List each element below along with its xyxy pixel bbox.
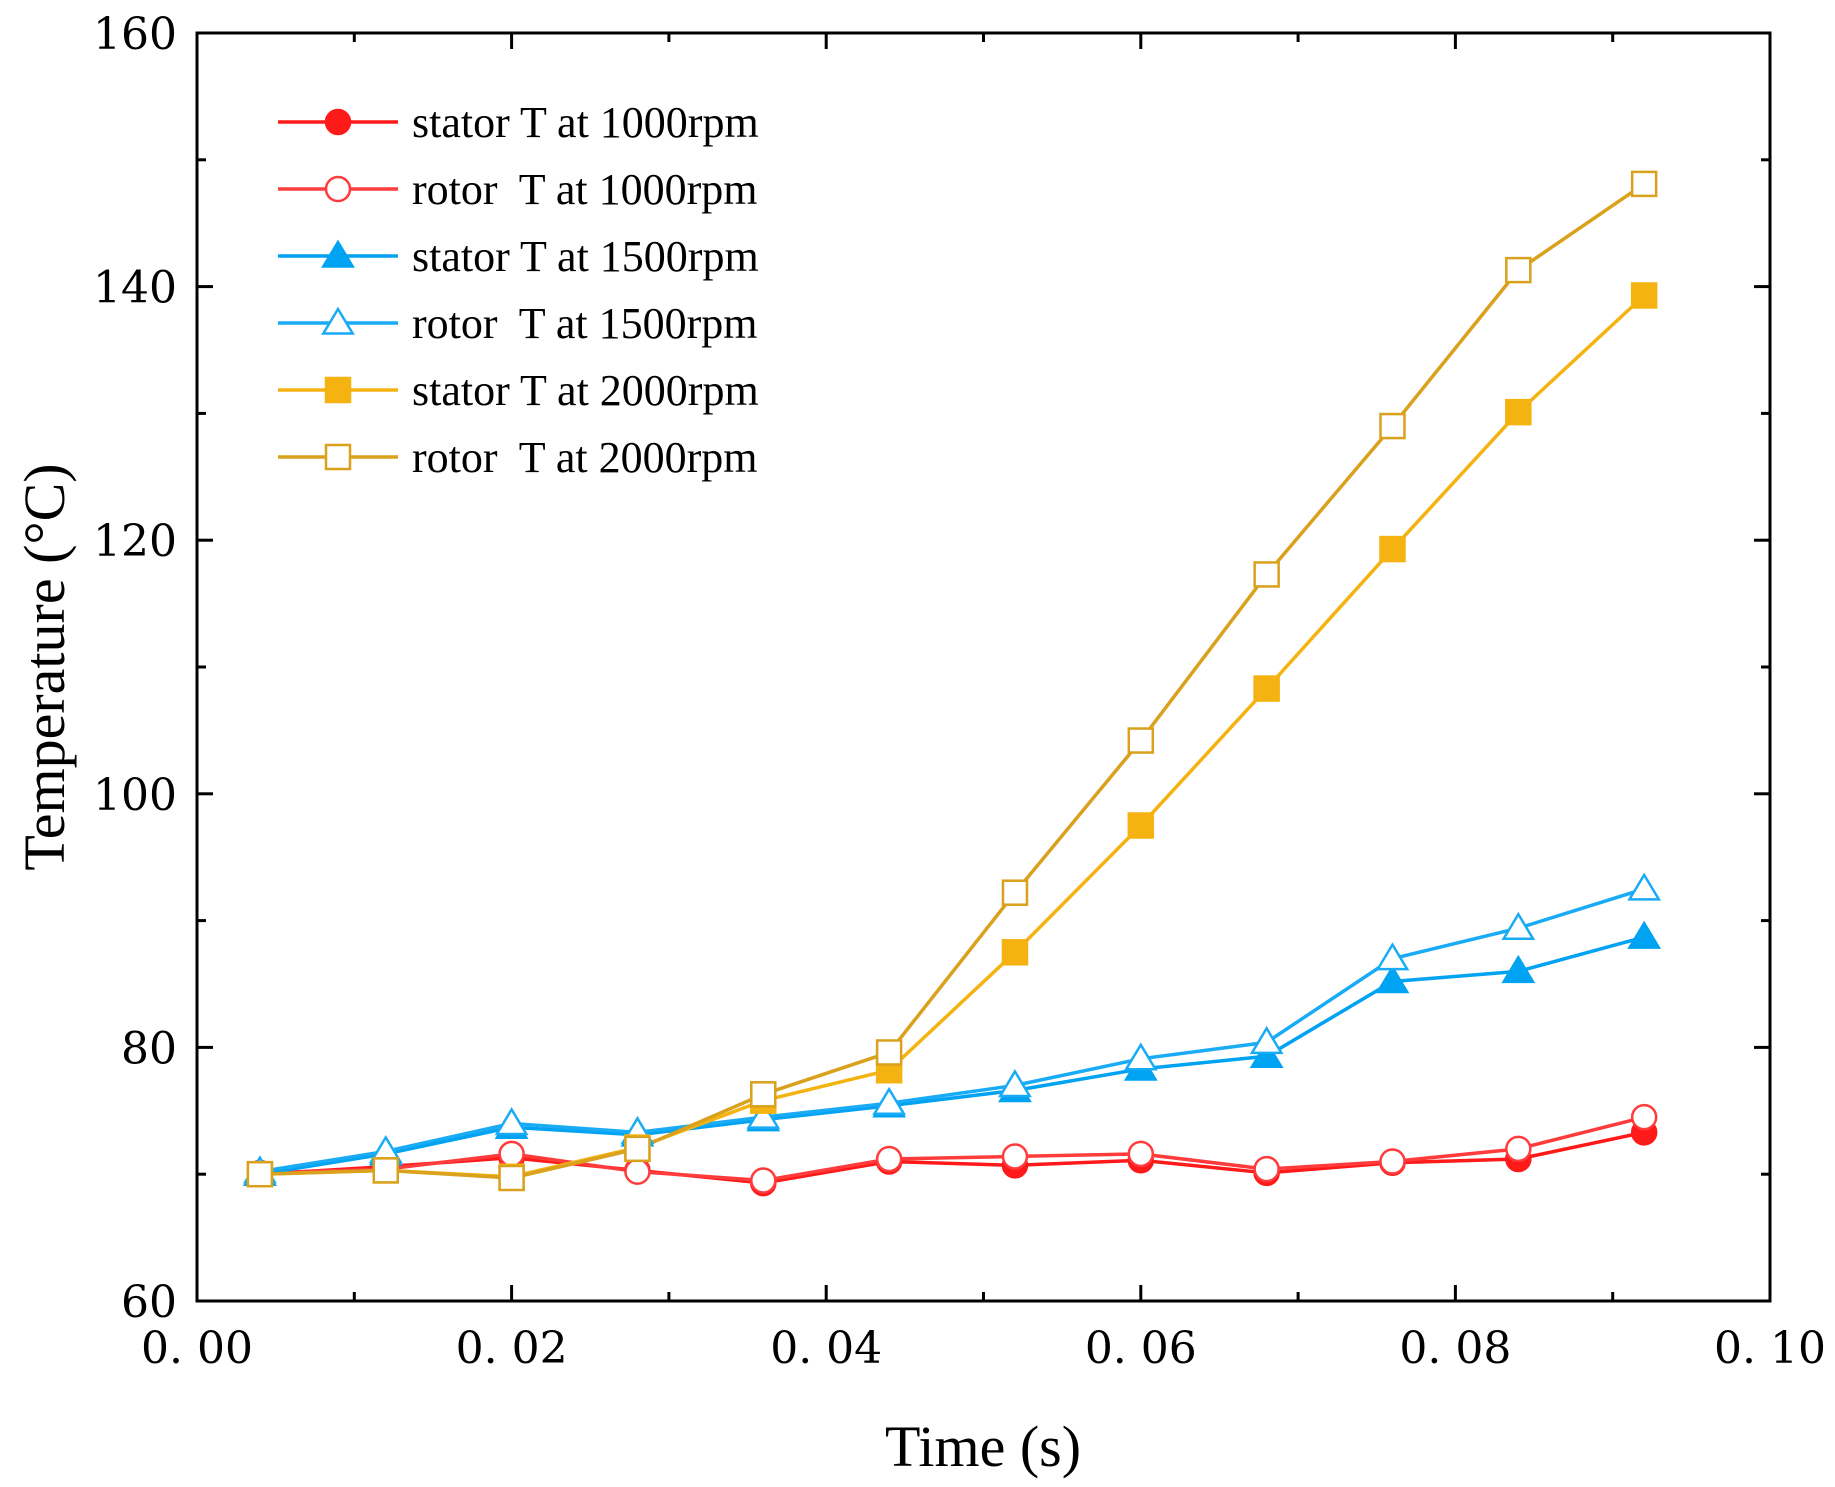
- data-point-rotor-t-at-1500rpm: [1249, 1025, 1284, 1055]
- data-point-rotor-t-at-2000rpm: [246, 1160, 274, 1188]
- legend-item-rotor-t-at-2000rpm: rotor T at 2000rpm: [278, 433, 757, 482]
- data-point-rotor-t-at-2000rpm: [750, 1081, 777, 1108]
- data-point-rotor-t-at-1000rpm: [1379, 1148, 1406, 1175]
- x-tick-label: 0. 00: [141, 1323, 253, 1374]
- data-point-stator-t-at-1500rpm: [1501, 954, 1536, 984]
- legend-marker: [321, 239, 355, 268]
- y-axis-ticks: 60 80 100 120 140 160: [93, 9, 1770, 1328]
- legend: stator T at 1000rpm rotor T at 1000rpm sta…: [278, 98, 759, 482]
- data-point-stator-t-at-2000rpm: [1127, 812, 1155, 839]
- data-point-rotor-t-at-2000rpm: [1505, 256, 1532, 284]
- data-point-rotor-t-at-1000rpm: [1253, 1155, 1280, 1183]
- data-point-rotor-t-at-2000rpm: [875, 1039, 903, 1066]
- data-point-stator-t-at-2000rpm: [1379, 535, 1406, 563]
- data-point-rotor-t-at-1000rpm: [875, 1145, 903, 1173]
- legend-marker: [324, 376, 352, 404]
- data-point-rotor-t-at-1500rpm: [1501, 911, 1536, 940]
- data-point-rotor-t-at-1000rpm: [1127, 1140, 1155, 1168]
- legend-label: stator T at 1500rpm: [412, 232, 759, 281]
- data-point-rotor-t-at-1000rpm: [624, 1158, 651, 1185]
- data-point-rotor-t-at-2000rpm: [1127, 727, 1155, 754]
- legend-item-stator-t-at-1500rpm: stator T at 1500rpm: [278, 232, 759, 281]
- legend-marker: [324, 108, 352, 136]
- data-point-rotor-t-at-1500rpm: [1375, 942, 1410, 971]
- data-point-rotor-t-at-2000rpm: [1630, 170, 1658, 198]
- y-tick-label: 80: [121, 1023, 177, 1074]
- data-point-rotor-t-at-1500rpm: [746, 1100, 781, 1129]
- y-tick-label: 140: [93, 263, 177, 314]
- data-point-stator-t-at-2000rpm: [1630, 282, 1658, 309]
- data-point-rotor-t-at-1500rpm: [1123, 1042, 1158, 1071]
- legend-marker: [324, 175, 352, 203]
- y-tick-label: 120: [93, 516, 177, 567]
- data-point-rotor-t-at-1500rpm: [872, 1086, 907, 1115]
- x-tick-label: 0. 04: [770, 1323, 882, 1374]
- x-tick-label: 0. 02: [456, 1323, 568, 1374]
- data-point-rotor-t-at-1500rpm: [494, 1107, 529, 1136]
- data-point-rotor-t-at-2000rpm: [1001, 879, 1029, 906]
- x-tick-label: 0. 10: [1714, 1323, 1826, 1374]
- series-markers: [243, 170, 1662, 1197]
- legend-marker: [321, 306, 355, 335]
- data-point-rotor-t-at-1500rpm: [998, 1069, 1032, 1098]
- legend-label: stator T at 1000rpm: [412, 98, 759, 147]
- y-tick-label: 60: [121, 1277, 177, 1328]
- data-point-rotor-t-at-1000rpm: [498, 1140, 525, 1168]
- data-point-rotor-t-at-1000rpm: [1001, 1143, 1029, 1170]
- y-axis-title: Temperature (°C): [12, 463, 77, 870]
- legend-item-stator-t-at-1000rpm: stator T at 1000rpm: [278, 98, 759, 147]
- data-point-rotor-t-at-2000rpm: [1253, 561, 1280, 588]
- y-tick-label: 100: [93, 770, 177, 821]
- data-point-rotor-t-at-1000rpm: [1505, 1135, 1532, 1163]
- legend-item-rotor-t-at-1000rpm: rotor T at 1000rpm: [278, 165, 757, 214]
- data-point-rotor-t-at-1500rpm: [1627, 872, 1662, 901]
- series-line-stator-t-at-1500rpm: [259, 935, 1645, 1176]
- legend-item-rotor-t-at-1500rpm: rotor T at 1500rpm: [278, 299, 757, 348]
- data-point-rotor-t-at-1000rpm: [1630, 1103, 1658, 1131]
- data-point-stator-t-at-1500rpm: [1627, 920, 1662, 949]
- legend-label: rotor T at 2000rpm: [412, 433, 757, 482]
- legend-item-stator-t-at-2000rpm: stator T at 2000rpm: [278, 366, 759, 415]
- x-tick-label: 0. 06: [1085, 1323, 1197, 1374]
- series-line-rotor-t-at-2000rpm: [259, 182, 1646, 1180]
- legend-label: rotor T at 1000rpm: [412, 165, 757, 214]
- data-point-stator-t-at-2000rpm: [1001, 939, 1029, 966]
- data-point-stator-t-at-2000rpm: [1253, 675, 1280, 702]
- series-lines: [259, 182, 1646, 1185]
- series-line-stator-t-at-1000rpm: [259, 1130, 1645, 1185]
- y-tick-label: 160: [93, 9, 177, 60]
- data-point-stator-t-at-1500rpm: [1249, 1039, 1284, 1069]
- data-point-rotor-t-at-2000rpm: [498, 1164, 525, 1192]
- series-line-rotor-t-at-1000rpm: [259, 1115, 1645, 1183]
- data-point-rotor-t-at-1000rpm: [750, 1167, 777, 1194]
- legend-label: stator T at 2000rpm: [412, 366, 759, 415]
- legend-marker: [324, 443, 352, 471]
- data-point-rotor-t-at-2000rpm: [624, 1135, 651, 1163]
- data-point-stator-t-at-1500rpm: [1375, 965, 1410, 994]
- data-point-stator-t-at-2000rpm: [1505, 398, 1532, 426]
- x-axis-title: Time (s): [885, 1414, 1081, 1479]
- series-line-rotor-t-at-1500rpm: [259, 887, 1645, 1174]
- x-axis-ticks: 0. 00 0. 02 0. 04 0. 06 0. 08 0. 10: [141, 33, 1826, 1374]
- legend-label: rotor T at 1500rpm: [412, 299, 757, 348]
- x-tick-label: 0. 08: [1399, 1323, 1511, 1374]
- data-point-rotor-t-at-2000rpm: [372, 1157, 400, 1184]
- data-point-rotor-t-at-2000rpm: [1379, 412, 1406, 440]
